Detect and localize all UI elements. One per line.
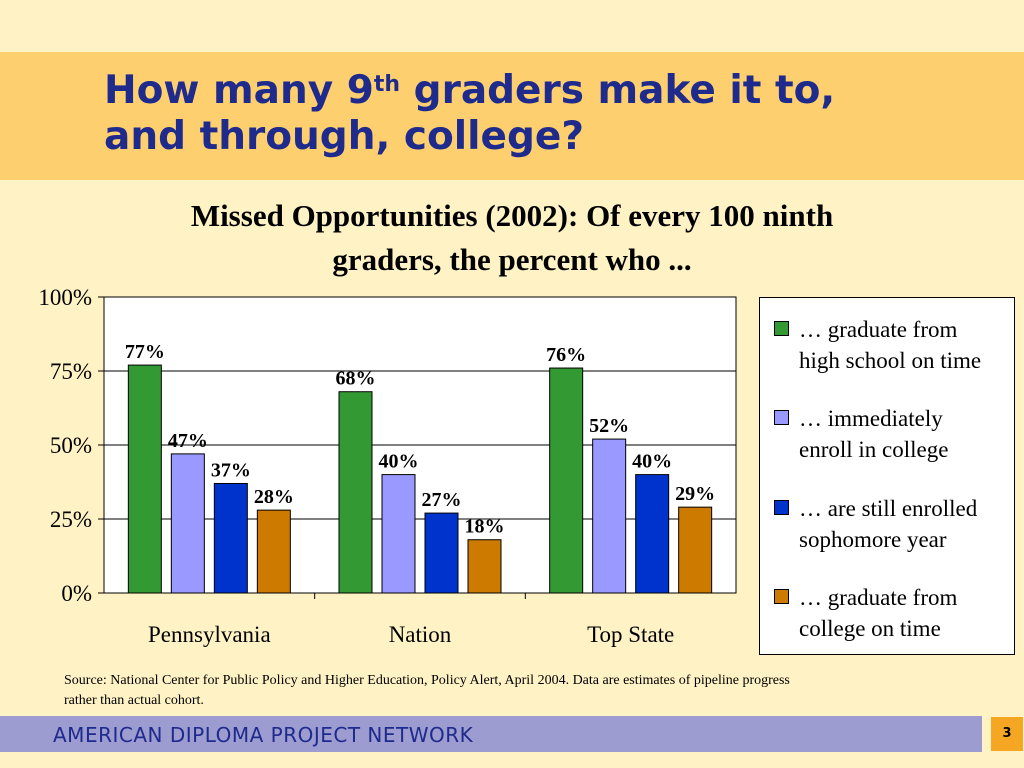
bar	[256, 509, 291, 594]
data-label: 77%	[125, 341, 165, 363]
legend-label: … graduate from high school on time	[799, 314, 1014, 376]
bar	[424, 512, 459, 594]
data-label: 40%	[379, 451, 419, 473]
legend-label-line2: sophomore year	[799, 527, 947, 552]
bar	[635, 474, 670, 594]
bar	[127, 364, 162, 594]
chart-legend: … graduate from high school on time … im…	[759, 297, 1015, 655]
source-line2: rather than actual cohort.	[64, 693, 204, 708]
bar	[170, 453, 205, 594]
data-label: 40%	[632, 451, 672, 473]
x-category-label: Top State	[587, 622, 674, 647]
data-label: 52%	[589, 415, 629, 437]
footer-band	[0, 716, 982, 752]
slide-title-superscript: th	[373, 72, 401, 97]
data-label: 68%	[336, 368, 376, 390]
bar	[467, 539, 502, 594]
legend-label-line2: college on time	[799, 616, 941, 641]
data-label: 29%	[675, 483, 715, 505]
legend-label: … graduate from college on time	[799, 582, 1014, 644]
legend-swatch-lavender	[774, 410, 789, 425]
legend-swatch-blue	[774, 500, 789, 515]
chart-title: Missed Opportunities (2002): Of every 10…	[92, 194, 932, 282]
slide-title-part2: graders make it to,	[400, 68, 836, 113]
source-note: Source: National Center for Public Polic…	[64, 671, 974, 711]
slide-title-part1: How many 9	[104, 68, 374, 113]
y-tick-label: 75%	[50, 359, 92, 384]
bar	[338, 391, 373, 594]
data-label: 27%	[422, 489, 462, 511]
bar	[549, 367, 584, 594]
bar	[592, 438, 627, 594]
y-tick-label: 0%	[61, 581, 92, 606]
legend-label-line1: … graduate from	[799, 317, 958, 342]
data-label: 37%	[211, 459, 251, 481]
chart-title-line2: graders, the percent who ...	[332, 242, 692, 277]
title-band	[0, 52, 1024, 180]
legend-label-line1: … immediately	[799, 406, 943, 431]
data-label: 76%	[546, 344, 586, 366]
slide-title: How many 9th graders make it to, and thr…	[104, 68, 1004, 160]
y-tick-label: 50%	[50, 433, 92, 458]
x-category-label: Nation	[389, 622, 452, 647]
bar	[678, 506, 713, 594]
page-number: 3	[991, 717, 1023, 751]
legend-swatch-orange	[774, 589, 789, 604]
x-category-label: Pennsylvania	[148, 622, 271, 647]
bar	[381, 474, 416, 594]
y-tick-label: 25%	[50, 507, 92, 532]
legend-label: … are still enrolled sophomore year	[799, 493, 1014, 555]
legend-label-line2: enroll in college	[799, 437, 949, 462]
slide-title-line2: and through, college?	[104, 114, 584, 159]
y-tick-label: 100%	[38, 285, 92, 310]
footer-org-name: AMERICAN DIPLOMA PROJECT NETWORK	[53, 723, 474, 747]
legend-label-line2: high school on time	[799, 348, 982, 373]
legend-label-line1: … graduate from	[799, 585, 958, 610]
legend-label-line1: … are still enrolled	[799, 496, 978, 521]
data-label: 18%	[465, 516, 505, 538]
data-label: 28%	[254, 486, 294, 508]
bar	[213, 482, 248, 594]
legend-label: … immediately enroll in college	[799, 403, 1014, 465]
legend-swatch-green	[774, 321, 789, 336]
source-line1: Source: National Center for Public Polic…	[64, 673, 790, 688]
chart-title-line1: Missed Opportunities (2002): Of every 10…	[190, 198, 834, 233]
data-label: 47%	[168, 430, 208, 452]
